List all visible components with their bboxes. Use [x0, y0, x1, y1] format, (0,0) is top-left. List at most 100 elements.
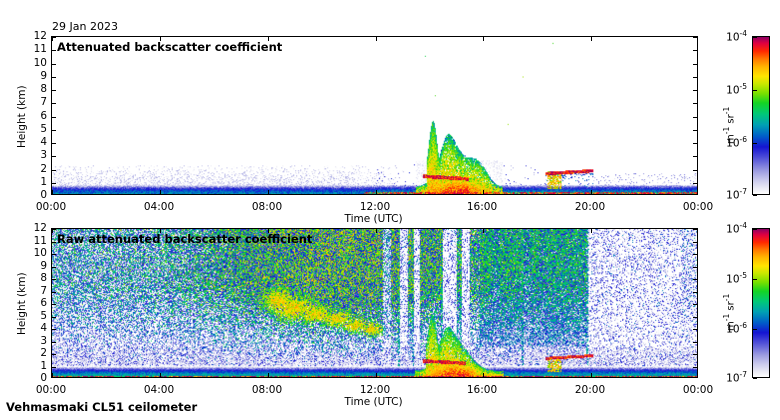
y-tick: [52, 156, 56, 157]
x-tick: [483, 190, 484, 194]
y-tick-label: 7: [40, 95, 47, 108]
y-tick-label: 9: [40, 69, 47, 82]
colorbar-tick: [753, 143, 757, 144]
x-tick-label: 20:00: [574, 384, 606, 396]
y-tick-label: 3: [40, 148, 47, 161]
x-tick-label: 16:00: [466, 384, 498, 396]
colorbar-tick: [753, 90, 757, 91]
y-tick: [52, 37, 56, 38]
x-tick-top: [52, 229, 53, 233]
x-tick-label: 16:00: [466, 201, 498, 213]
x-tick: [160, 190, 161, 194]
x-tick-label: 12:00: [359, 201, 391, 213]
y-tick: [52, 130, 56, 131]
y-tick: [52, 229, 56, 230]
plot-area-raw-attenuated[interactable]: [51, 228, 698, 378]
y-tick-right: [693, 170, 697, 171]
station-label: Vehmasmaki CL51 ceilometer: [6, 400, 198, 414]
y-tick-label: 3: [40, 334, 47, 347]
y-tick: [52, 90, 56, 91]
x-tick: [52, 190, 53, 194]
y-tick: [52, 317, 56, 318]
y-tick-right: [693, 90, 697, 91]
y-tick-right: [693, 329, 697, 330]
y-tick: [52, 50, 56, 51]
y-tick-label: 0: [40, 188, 47, 201]
plot-area-attenuated-backscatter[interactable]: [51, 36, 698, 195]
y-tick-label: 2: [40, 162, 47, 175]
panel-raw-attenuated-backscatter: Raw attenuated backscatter coefficient: [51, 228, 698, 378]
x-tick: [268, 190, 269, 194]
y-tick-right: [693, 367, 697, 368]
colorbar-tick: [753, 329, 757, 330]
y-tick-label: 0: [40, 371, 47, 384]
x-tick: [268, 373, 269, 377]
y-tick: [52, 242, 56, 243]
y-tick-right: [693, 143, 697, 144]
y-tick: [52, 254, 56, 255]
y-tick-right: [693, 183, 697, 184]
y-axis-label-panel2: Height (km): [16, 272, 28, 335]
heatmap-canvas-attenuated: [52, 37, 697, 194]
x-tick-label: 04:00: [143, 201, 175, 213]
y-tick: [52, 103, 56, 104]
y-tick-label: 6: [40, 296, 47, 309]
colorbar-tick: [753, 378, 757, 379]
y-tick-right: [693, 342, 697, 343]
y-tick-right: [693, 267, 697, 268]
x-tick: [483, 373, 484, 377]
y-tick-right: [693, 77, 697, 78]
y-tick-right: [693, 292, 697, 293]
y-tick-right: [693, 37, 697, 38]
y-tick-right: [693, 317, 697, 318]
y-tick-label: 1: [40, 359, 47, 372]
x-tick-label: 00:00: [682, 201, 714, 213]
colorbar-tick: [753, 229, 757, 230]
x-tick-top: [483, 37, 484, 41]
y-tick: [52, 329, 56, 330]
x-tick: [52, 373, 53, 377]
y-tick-right: [693, 130, 697, 131]
y-tick-label: 8: [40, 271, 47, 284]
y-tick: [52, 292, 56, 293]
y-tick: [52, 342, 56, 343]
x-tick-label: 00:00: [35, 384, 67, 396]
y-tick-right: [693, 354, 697, 355]
y-tick-right: [693, 242, 697, 243]
x-tick-top: [483, 229, 484, 233]
y-tick: [52, 279, 56, 280]
y-tick-label: 6: [40, 109, 47, 122]
y-tick-label: 8: [40, 82, 47, 95]
y-tick-label: 9: [40, 259, 47, 272]
x-tick-top: [268, 229, 269, 233]
y-tick: [52, 304, 56, 305]
heatmap-canvas-raw: [52, 229, 697, 377]
panel-title-raw: Raw attenuated backscatter coefficient: [57, 232, 313, 246]
y-tick: [52, 117, 56, 118]
colorbar-tick-label: 10-6: [726, 320, 747, 336]
y-tick-right: [693, 229, 697, 230]
x-tick-label: 08:00: [251, 201, 283, 213]
colorbar-tick-label: 10-5: [726, 81, 747, 97]
colorbar-tick-label: 10-5: [726, 270, 747, 286]
y-tick-label: 4: [40, 321, 47, 334]
y-tick-label: 1: [40, 175, 47, 188]
colorbar-tick-label: 10-7: [726, 186, 747, 202]
colorbar-tick-label: 10-4: [726, 28, 747, 44]
y-tick-label: 11: [33, 42, 47, 55]
colorbar-panel1: [752, 36, 770, 196]
y-tick-label: 10: [33, 56, 47, 69]
y-tick-right: [693, 156, 697, 157]
y-tick: [52, 64, 56, 65]
colorbar-tick-label: 10-7: [726, 369, 747, 385]
x-tick: [591, 373, 592, 377]
y-tick-label: 11: [33, 234, 47, 247]
x-tick-top: [591, 37, 592, 41]
x-tick-top: [52, 37, 53, 41]
x-tick-label: 20:00: [574, 201, 606, 213]
y-tick-label: 7: [40, 284, 47, 297]
y-axis-label-panel1: Height (km): [16, 84, 28, 148]
x-tick-top: [376, 37, 377, 41]
x-tick-label: 04:00: [143, 384, 175, 396]
